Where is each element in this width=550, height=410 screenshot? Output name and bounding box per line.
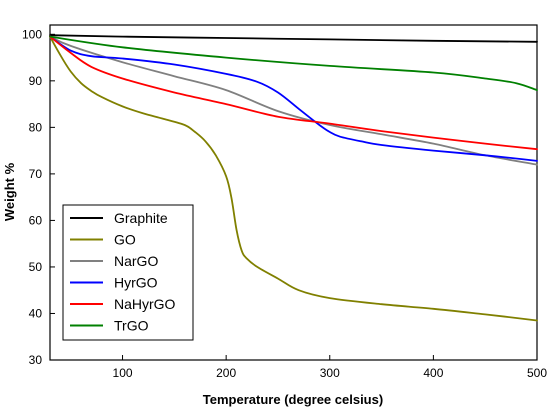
legend-label: GO <box>114 232 136 248</box>
series-line-graphite <box>49 34 538 43</box>
legend-label: TrGO <box>114 318 149 334</box>
y-tick-label: 90 <box>29 74 43 88</box>
series-line-hyrgo <box>49 35 538 162</box>
legend-label: NaHyrGO <box>114 296 176 312</box>
y-tick-label: 50 <box>29 260 43 274</box>
axis-ticks: 100 200 300 400 500 30 40 50 60 70 80 90 100 <box>22 27 547 380</box>
x-tick-label: 100 <box>113 366 133 380</box>
x-tick-label: 200 <box>216 366 236 380</box>
legend: Graphite GO NarGO HyrGO NaHyrGO TrGO <box>62 204 194 341</box>
y-tick-label: 100 <box>22 27 42 41</box>
series-line-nahyrgo <box>49 35 538 151</box>
x-tick-label: 300 <box>320 366 340 380</box>
y-tick-label: 70 <box>29 167 43 181</box>
legend-label: HyrGO <box>114 275 158 291</box>
y-tick-label: 80 <box>29 120 43 134</box>
series-layer <box>49 34 538 322</box>
y-tick-label: 60 <box>29 213 43 227</box>
x-axis-title: Temperature (degree celsius) <box>203 392 383 407</box>
legend-label: Graphite <box>114 210 168 226</box>
series-line-go <box>49 35 538 322</box>
x-tick-label: 500 <box>527 366 547 380</box>
y-axis-title: Weight % <box>2 162 17 221</box>
legend-label: NarGO <box>114 253 158 269</box>
y-tick-label: 40 <box>29 306 43 320</box>
y-tick-label: 30 <box>29 353 43 367</box>
legend-box <box>62 204 194 341</box>
series-line-trgo <box>49 35 538 91</box>
x-tick-label: 400 <box>423 366 443 380</box>
